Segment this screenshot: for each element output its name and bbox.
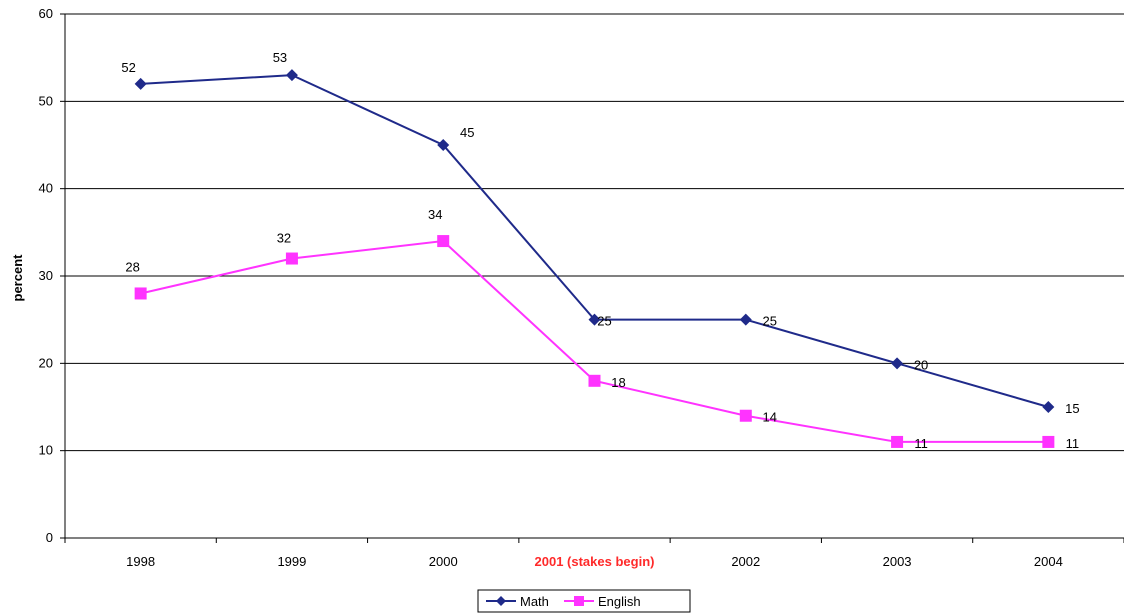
y-tick-label: 20	[39, 355, 53, 370]
data-label-english: 18	[611, 375, 625, 390]
x-tick-label: 1998	[126, 554, 155, 569]
gridlines	[65, 13, 1124, 452]
data-point-math	[1042, 401, 1055, 413]
x-tick-label: 2003	[883, 554, 912, 569]
data-point-english	[1042, 435, 1055, 448]
series-line-english	[140, 240, 1049, 443]
data-point-math	[437, 139, 450, 151]
data-label-math: 15	[1065, 401, 1079, 416]
data-point-english	[285, 252, 298, 265]
series-layer	[134, 69, 1055, 448]
legend-label-math: Math	[520, 594, 549, 609]
data-point-math	[134, 77, 147, 90]
data-point-english	[437, 235, 450, 248]
y-tick-label: 50	[39, 93, 53, 108]
data-label-math: 53	[273, 50, 287, 65]
y-tick-label: 10	[39, 443, 53, 458]
data-point-math	[588, 313, 601, 326]
data-label-math: 20	[914, 357, 928, 372]
data-label-math: 25	[763, 314, 777, 329]
data-label-english: 14	[763, 410, 777, 425]
data-label-english: 34	[428, 207, 442, 222]
axes	[60, 13, 1124, 543]
data-label-english: 11	[914, 436, 928, 451]
legend-marker-english	[574, 596, 584, 606]
x-tick-label: 2002	[731, 554, 760, 569]
y-tick-label: 0	[46, 530, 53, 545]
x-tick-labels: 1998 1999 2000 2001 (stakes begin) 2002 2003 2…	[126, 554, 1063, 569]
legend-label-english: English	[598, 594, 641, 609]
data-label-english: 11	[1066, 436, 1080, 451]
data-point-math	[739, 313, 752, 326]
x-tick-label: 2000	[429, 554, 458, 569]
y-tick-label: 60	[39, 6, 53, 21]
x-tick-label: 2004	[1034, 554, 1063, 569]
data-label-math: 52	[121, 60, 135, 75]
data-point-math	[891, 357, 904, 370]
y-tick-labels: 0 10 20 30 40 50 60	[39, 6, 53, 545]
legend-marker-math	[496, 596, 506, 606]
x-tick-label-highlight: 2001 (stakes begin)	[535, 554, 655, 569]
data-label-english: 28	[125, 259, 139, 274]
x-tick-label: 1999	[277, 554, 306, 569]
data-labels: 52 53 45 25 25 20 15 28 32 34 18 14 11 11	[121, 50, 1079, 451]
y-tick-label: 30	[39, 268, 53, 283]
data-label-english: 32	[277, 231, 291, 246]
data-label-math: 25	[597, 314, 611, 329]
data-point-english	[739, 409, 752, 422]
data-point-english	[134, 287, 147, 300]
legend: Math English	[477, 589, 691, 613]
data-point-english	[588, 374, 601, 387]
data-point-math	[285, 69, 298, 82]
y-axis-label: percent	[10, 254, 25, 302]
y-tick-label: 40	[39, 181, 53, 196]
data-point-english	[891, 435, 904, 448]
data-label-math: 45	[460, 125, 474, 140]
